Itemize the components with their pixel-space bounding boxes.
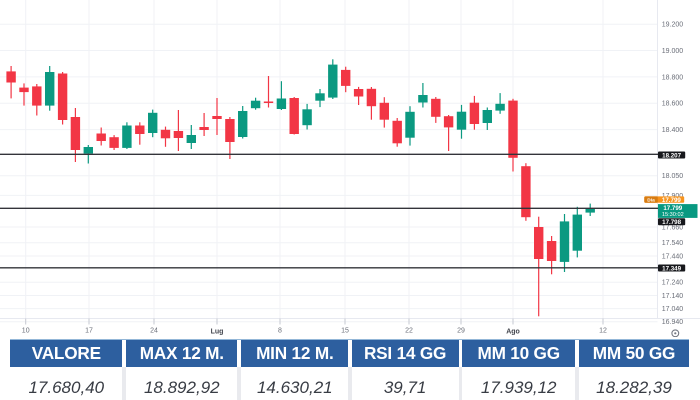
svg-text:18.400: 18.400 xyxy=(662,127,684,134)
svg-text:15:30:02: 15:30:02 xyxy=(662,212,684,218)
svg-text:18.050: 18.050 xyxy=(662,173,684,180)
svg-text:17.140: 17.140 xyxy=(662,293,684,300)
svg-text:17.349: 17.349 xyxy=(662,265,681,272)
svg-text:17.799: 17.799 xyxy=(662,197,681,204)
svg-text:17.240: 17.240 xyxy=(662,280,684,287)
svg-text:17.799: 17.799 xyxy=(663,205,682,212)
svg-text:17: 17 xyxy=(85,328,93,335)
svg-text:8: 8 xyxy=(278,328,282,335)
svg-text:19.200: 19.200 xyxy=(662,22,684,29)
svg-text:17.798: 17.798 xyxy=(662,219,681,226)
svg-text:15: 15 xyxy=(341,328,349,335)
svg-text:18.800: 18.800 xyxy=(662,74,684,81)
svg-text:16.940: 16.940 xyxy=(662,319,684,326)
svg-text:Dia: Dia xyxy=(647,198,655,204)
svg-text:19.000: 19.000 xyxy=(662,48,684,55)
svg-text:18.207: 18.207 xyxy=(662,152,681,159)
svg-text:22: 22 xyxy=(405,328,413,335)
svg-text:29: 29 xyxy=(457,328,465,335)
svg-text:17.040: 17.040 xyxy=(662,306,684,313)
svg-text:10: 10 xyxy=(22,328,30,335)
svg-text:17.540: 17.540 xyxy=(662,240,684,247)
svg-text:Ago: Ago xyxy=(506,329,520,336)
svg-text:12: 12 xyxy=(599,328,607,335)
svg-text:24: 24 xyxy=(150,328,158,335)
svg-text:17.660: 17.660 xyxy=(662,224,684,231)
svg-text:17.440: 17.440 xyxy=(662,253,684,260)
svg-text:17.900: 17.900 xyxy=(662,193,684,200)
svg-text:18.600: 18.600 xyxy=(662,101,684,108)
svg-text:Lug: Lug xyxy=(211,329,224,336)
